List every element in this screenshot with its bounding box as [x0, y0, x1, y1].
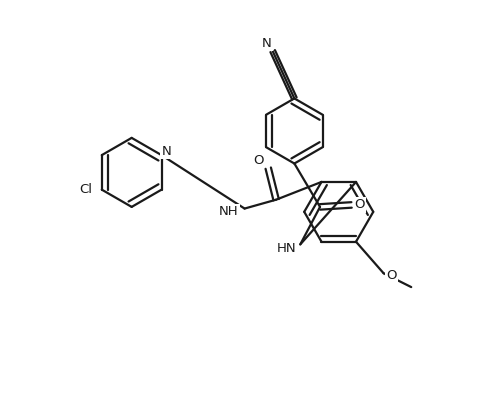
Text: O: O [253, 154, 264, 167]
Text: O: O [354, 198, 364, 212]
Text: N: N [162, 145, 172, 158]
Text: NH: NH [219, 205, 238, 218]
Text: Cl: Cl [80, 183, 92, 196]
Text: O: O [386, 269, 397, 282]
Text: HN: HN [276, 242, 296, 255]
Text: N: N [262, 37, 272, 50]
